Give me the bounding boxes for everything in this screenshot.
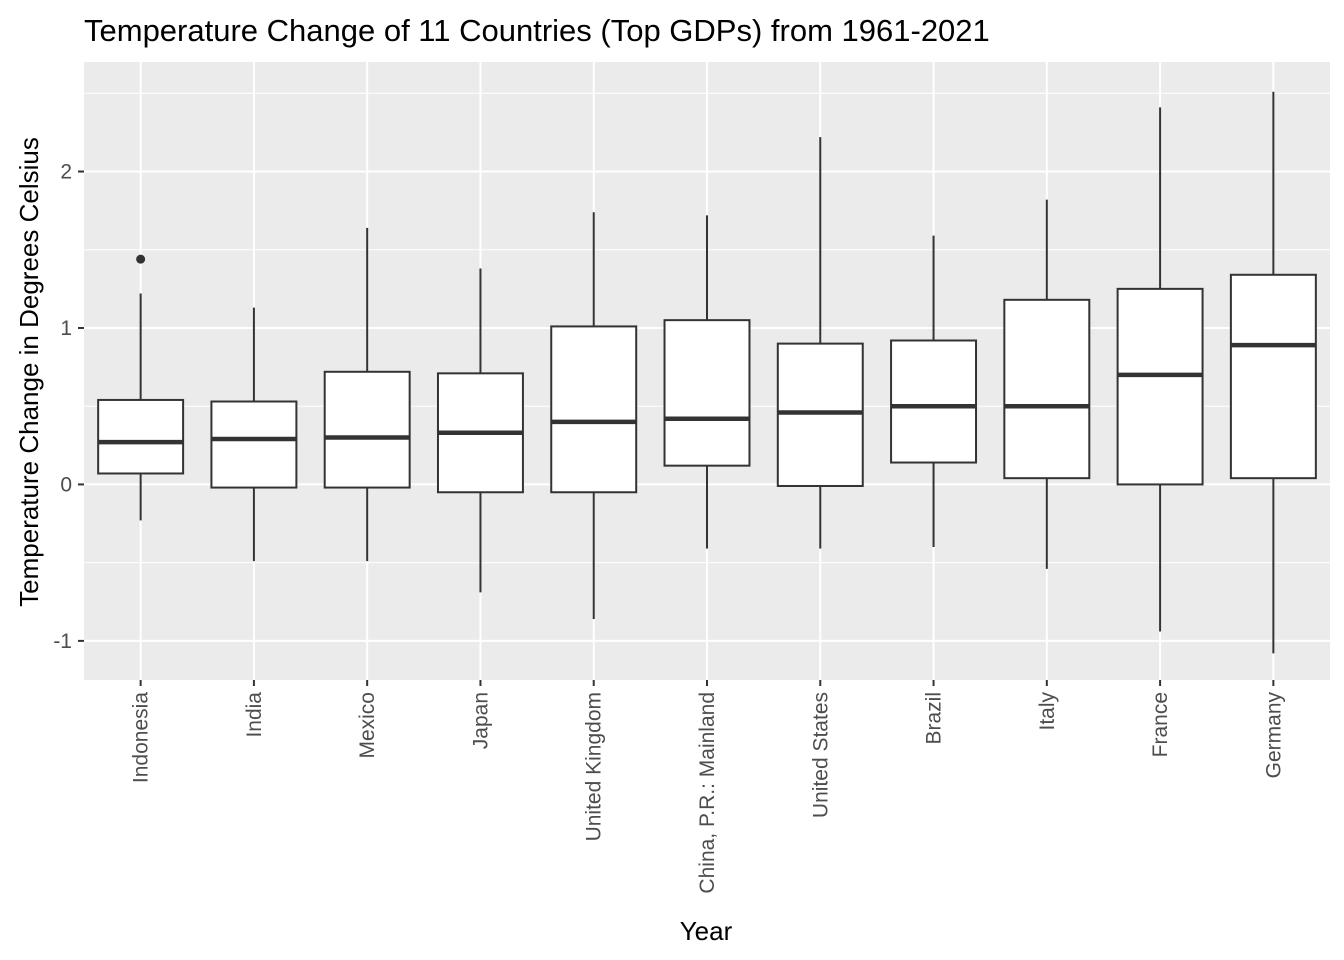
box-iqr — [550, 325, 638, 494]
box-germany — [1229, 91, 1317, 654]
y-tick-label: 1 — [60, 317, 72, 340]
box-iqr — [663, 319, 751, 467]
box-brazil — [890, 235, 978, 548]
box-iqr — [1116, 287, 1204, 486]
x-tick-label: France — [1149, 692, 1172, 757]
x-tick-label: Japan — [469, 692, 492, 749]
box-italy — [1003, 199, 1091, 569]
box-indonesia — [97, 254, 185, 521]
box-france — [1116, 107, 1204, 632]
box-iqr — [1229, 273, 1317, 480]
box-iqr — [1003, 298, 1091, 480]
box-iqr — [97, 398, 185, 475]
x-tick-label: Germany — [1262, 692, 1285, 779]
box-layer — [97, 91, 1317, 654]
box-iqr — [890, 339, 978, 464]
box-united-states — [776, 137, 864, 549]
x-tick-label: Mexico — [356, 692, 379, 759]
x-tick-label: Brazil — [923, 692, 946, 745]
box-iqr — [323, 370, 411, 489]
outlier-point — [136, 254, 146, 264]
box-iqr — [776, 342, 864, 487]
box-united-kingdom — [550, 212, 638, 619]
y-tick-label: 0 — [60, 473, 72, 496]
box-mexico — [323, 227, 411, 562]
x-tick-label: United Kingdom — [583, 692, 606, 841]
y-tick-label: 2 — [60, 161, 72, 184]
y-tick-label: -1 — [53, 630, 72, 653]
y-axis-title: Temperature Change in Degrees Celsius — [14, 137, 44, 607]
chart-title: Temperature Change of 11 Countries (Top … — [84, 13, 990, 48]
box-iqr — [210, 400, 298, 489]
x-tick-label: Italy — [1036, 692, 1059, 731]
box-china-p-r-mainland — [663, 215, 751, 549]
x-tick-label: Indonesia — [130, 692, 153, 783]
box-india — [210, 307, 298, 562]
axis-layer: -1 0 1 2 Indonesia India Mexico Japan United Kin… — [53, 161, 1285, 894]
box-japan — [436, 268, 524, 593]
x-tick-label: United States — [809, 692, 832, 818]
x-tick-label: China, P.R.: Mainland — [696, 692, 719, 894]
x-tick-label: India — [243, 692, 266, 738]
x-axis-title: Year — [680, 916, 733, 946]
